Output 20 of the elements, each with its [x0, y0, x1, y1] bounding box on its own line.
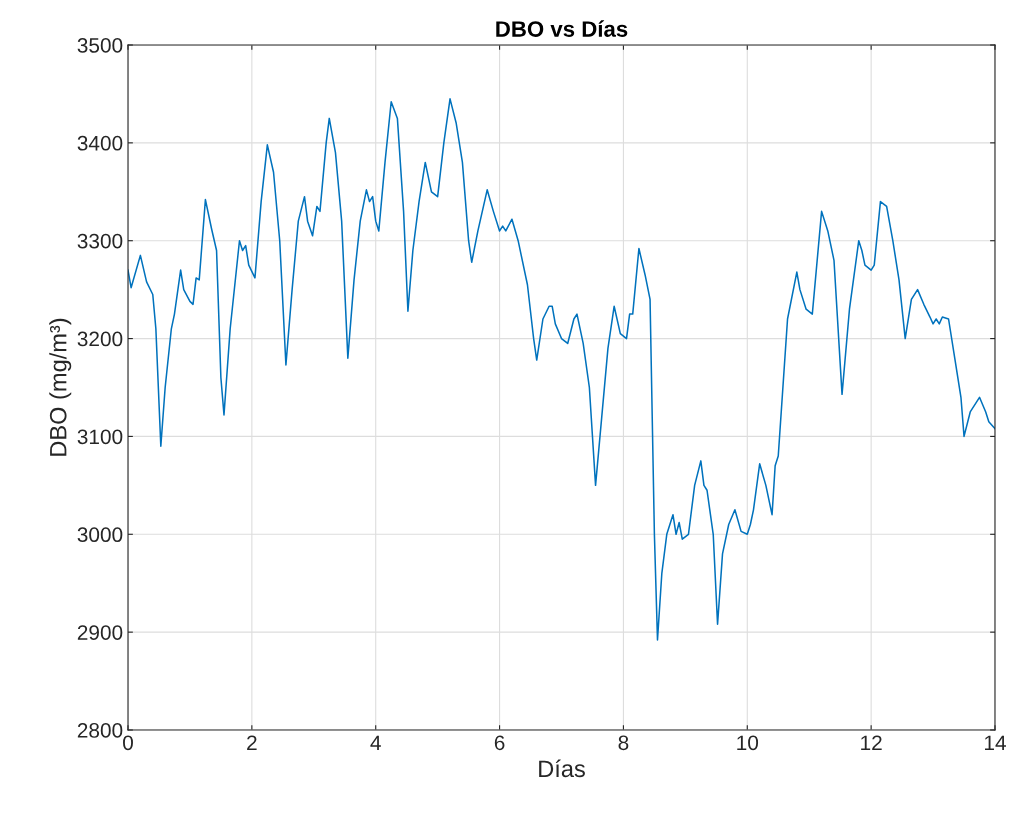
x-tick-label: 0: [123, 735, 133, 751]
y-tick-label: 2900: [77, 625, 123, 640]
y-tick-label: 3300: [77, 233, 123, 249]
y-tick-label: 3500: [77, 38, 123, 53]
x-tick-label: 12: [861, 735, 882, 750]
chart-title: DBO vs Días: [496, 20, 628, 37]
x-tick-label: 2: [247, 735, 257, 750]
x-tick-label: 6: [494, 735, 505, 751]
y-tick-label: 3100: [77, 429, 123, 445]
y-tick-label: 3400: [77, 135, 123, 151]
x-tick-label: 10: [737, 735, 759, 751]
x-tick-label: 4: [370, 735, 381, 750]
y-tick-label: 3200: [77, 331, 123, 347]
x-tick-label: 8: [618, 735, 629, 751]
y-axis-title: DBO (mg/m³): [49, 318, 72, 456]
x-axis-title: Días: [539, 759, 585, 778]
y-tick-label: 2800: [77, 723, 123, 738]
line-series: [128, 98, 995, 641]
y-tick-label: 3000: [77, 527, 123, 543]
x-tick-label: 14: [985, 735, 1006, 750]
